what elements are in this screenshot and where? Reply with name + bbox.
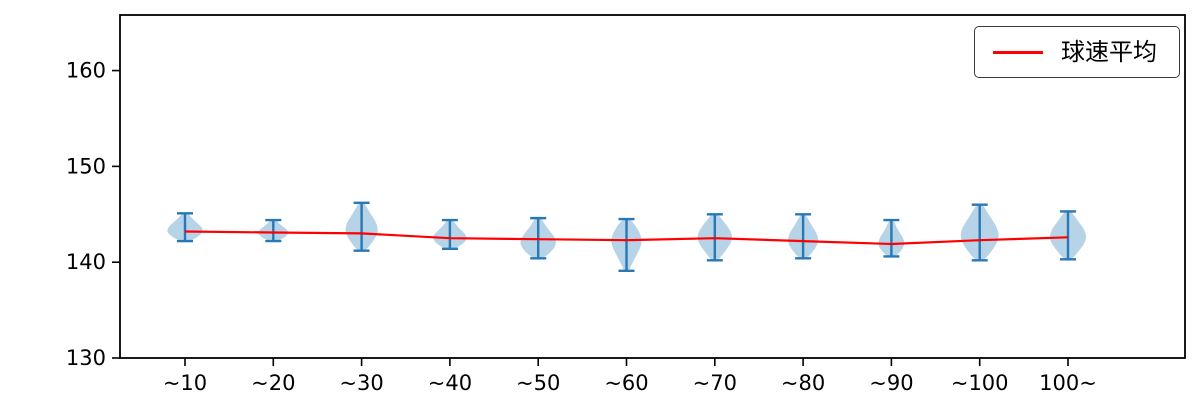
svg-text:130: 130 [66, 346, 106, 370]
svg-text:~40: ~40 [428, 371, 472, 395]
legend-label: 球速平均 [1061, 38, 1157, 66]
svg-text:~60: ~60 [604, 371, 648, 395]
svg-text:160: 160 [66, 59, 106, 83]
svg-text:~20: ~20 [251, 371, 295, 395]
svg-text:~30: ~30 [339, 371, 383, 395]
svg-text:~70: ~70 [693, 371, 737, 395]
svg-text:150: 150 [66, 154, 106, 178]
legend-line-sample [993, 50, 1043, 54]
svg-text:~90: ~90 [869, 371, 913, 395]
legend: 球速平均 [974, 26, 1180, 78]
svg-text:~80: ~80 [781, 371, 825, 395]
svg-text:~10: ~10 [163, 371, 207, 395]
svg-text:100~: 100~ [1039, 371, 1097, 395]
svg-text:140: 140 [66, 250, 106, 274]
svg-text:~50: ~50 [516, 371, 560, 395]
svg-text:~100: ~100 [951, 371, 1009, 395]
